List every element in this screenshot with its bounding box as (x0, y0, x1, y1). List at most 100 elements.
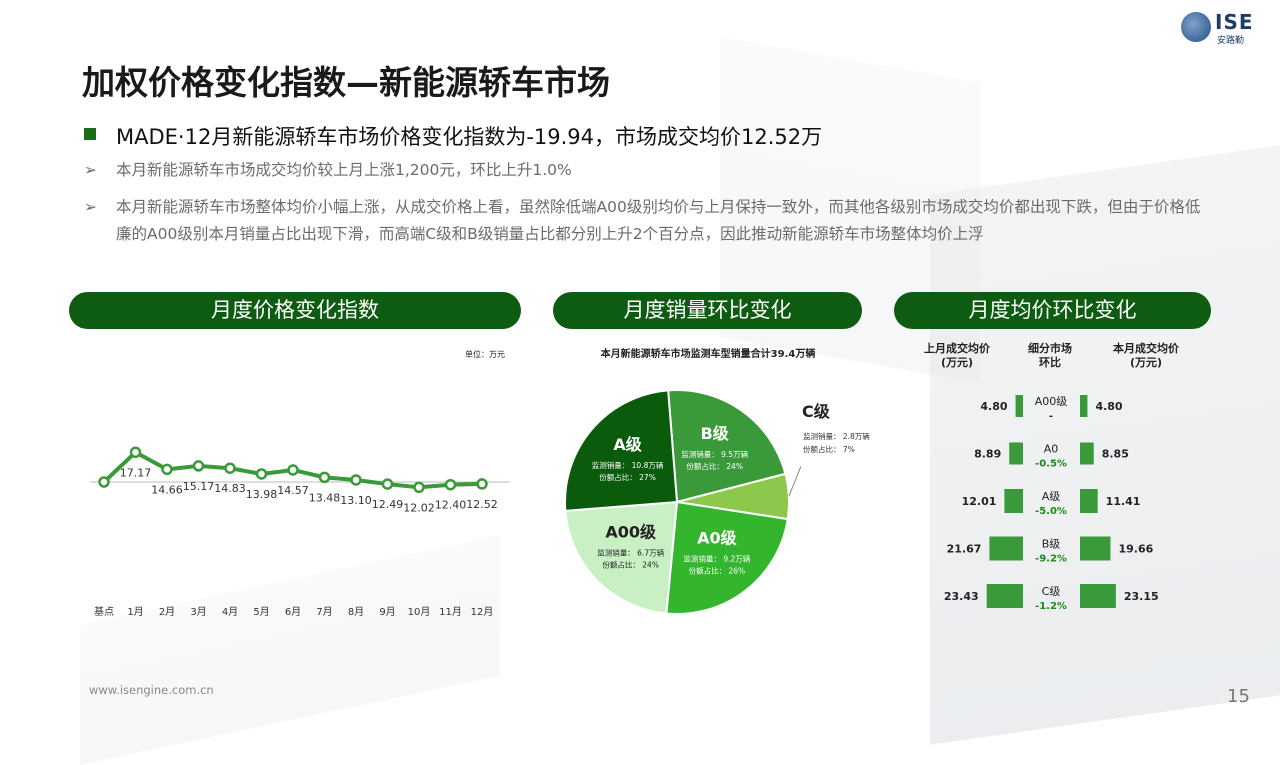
bullet-text: 本月新能源轿车市场成交均价较上月上涨1,200元，环比上升1.0% (116, 161, 572, 179)
slice-share: 份额占比： 24% (602, 560, 659, 570)
arrow-bullet-icon: ➢ (84, 161, 97, 179)
bar-last-month (1015, 395, 1023, 417)
bar-last-month (986, 584, 1023, 608)
slice-name: A00级 (605, 523, 657, 542)
panel-header-avg-price: 月度均价环比变化 (894, 292, 1211, 329)
slice-share: 份额占比： 27% (599, 472, 656, 482)
pie-slice (667, 389, 787, 504)
slice-share: 份额占比： 26% (689, 565, 746, 575)
x-tick-label: 1月 (127, 606, 143, 618)
data-point (476, 478, 488, 490)
leader-line (788, 466, 802, 497)
bar-last-month (989, 536, 1023, 561)
x-tick-label: 11月 (439, 606, 462, 618)
header-segment: 环比 (1039, 355, 1061, 369)
slice-name: A级 (613, 435, 642, 454)
header-last-month: 上月成交均价 (924, 341, 991, 355)
data-label: 17.17 (120, 466, 152, 479)
value-last-month: 8.89 (974, 448, 1001, 461)
bar-last-month (1004, 489, 1023, 513)
data-point (98, 476, 110, 488)
x-tick-label: 4月 (222, 606, 238, 618)
segment-label: A0 (1044, 443, 1059, 456)
header-this-month: (万元) (1130, 356, 1162, 369)
segment-label: A级 (1042, 490, 1061, 503)
value-last-month: 4.80 (980, 400, 1007, 413)
slice-share: 份额占比： 7% (803, 444, 855, 454)
slice-volume: 监测销量： 2.8万辆 (803, 431, 870, 441)
segment-change: - (1049, 411, 1053, 422)
value-this-month: 19.66 (1118, 543, 1153, 556)
x-tick-label: 3月 (190, 606, 206, 618)
data-point (318, 471, 331, 484)
slice-name: C级 (802, 402, 831, 421)
value-this-month: 11.41 (1106, 495, 1141, 508)
slice-share: 份额占比： 24% (686, 461, 743, 471)
data-point (444, 478, 457, 491)
slice-volume: 监测销量： 9.5万辆 (681, 449, 748, 459)
bar-this-month (1080, 536, 1111, 561)
bar-this-month (1080, 442, 1094, 465)
value-last-month: 23.43 (944, 590, 979, 603)
unit-note: 单位：万元 (465, 349, 505, 359)
slice-volume: 监测销量： 6.7万辆 (597, 548, 664, 558)
arrow-bullet-icon: ➢ (84, 198, 97, 216)
segment-label: C级 (1042, 585, 1061, 598)
data-label: 14.66 (151, 483, 183, 496)
value-last-month: 12.01 (962, 495, 997, 508)
pie-slice (564, 389, 679, 512)
data-label: 12.49 (372, 498, 404, 511)
header-segment: 细分市场 (1028, 341, 1072, 355)
slice-name: B级 (701, 424, 730, 443)
pie-slice (564, 500, 679, 615)
logo-subtext: 安路勤 (1217, 36, 1245, 46)
footer-url[interactable]: www.isengine.com.cn (89, 683, 214, 697)
bar-last-month (1009, 442, 1023, 465)
page-title: 加权价格变化指数—新能源轿车市场 (82, 63, 610, 102)
x-tick-label: 6月 (285, 606, 301, 618)
square-bullet-icon (84, 128, 96, 140)
x-tick-label: 基点 (94, 605, 114, 618)
data-point (255, 468, 268, 480)
value-this-month: 4.80 (1095, 400, 1122, 413)
bar-this-month (1080, 395, 1088, 417)
data-point (224, 462, 236, 474)
bar-this-month (1080, 584, 1116, 608)
segment-change: -9.2% (1035, 554, 1067, 565)
data-point (192, 460, 205, 472)
slice-volume: 监测销量： 9.2万辆 (683, 553, 750, 563)
data-label: 13.48 (309, 491, 341, 504)
x-tick-label: 5月 (253, 606, 269, 618)
segment-change: -0.5% (1035, 459, 1067, 470)
data-label: 12.02 (403, 501, 435, 514)
bullet-item: ➢ 本月新能源轿车市场整体均价小幅上涨，从成交价格上看，虽然除低端A00级别均价… (84, 194, 1206, 247)
data-point (413, 481, 425, 494)
headline: MADE·12月新能源轿车市场价格变化指数为-19.94，市场成交均价12.52… (84, 121, 822, 151)
segment-label: B级 (1042, 538, 1061, 551)
data-label: 13.98 (246, 488, 278, 501)
x-tick-label: 7月 (316, 606, 332, 618)
page-number: 15 (1227, 686, 1250, 707)
x-tick-label: 8月 (348, 606, 364, 618)
data-point (161, 463, 173, 476)
data-label: 15.17 (183, 480, 215, 493)
data-label: 14.57 (277, 484, 309, 497)
value-last-month: 21.67 (947, 543, 982, 556)
data-label: 14.83 (214, 482, 246, 495)
data-point (129, 446, 142, 459)
headline-text: MADE·12月新能源轿车市场价格变化指数为-19.94，市场成交均价12.52… (116, 125, 823, 149)
bullet-item: ➢ 本月新能源轿车市场成交均价较上月上涨1,200元，环比上升1.0% (84, 157, 1206, 184)
data-label: 13.10 (340, 494, 372, 507)
logo-text: ISE (1215, 10, 1254, 34)
value-this-month: 23.15 (1124, 590, 1159, 603)
segment-label: A00级 (1035, 395, 1068, 408)
x-tick-label: 2月 (159, 606, 175, 618)
segment-change: -5.0% (1035, 506, 1067, 517)
x-tick-label: 9月 (379, 606, 395, 618)
data-point (287, 464, 299, 476)
data-label: 12.52 (466, 498, 498, 511)
pie-slice (665, 500, 789, 615)
